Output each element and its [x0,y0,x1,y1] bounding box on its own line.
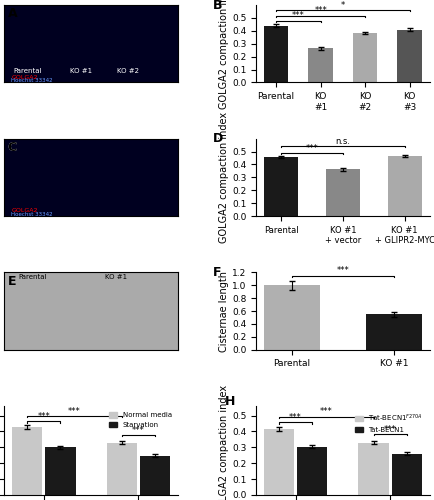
Text: H: H [225,396,235,408]
Y-axis label: GOLGA2 compaction index: GOLGA2 compaction index [219,0,229,110]
Bar [264,26,289,82]
Y-axis label: Cisternae length: Cisternae length [219,270,229,351]
Bar [45,448,76,495]
Text: ***: *** [132,426,145,434]
Text: ***: *** [306,144,318,153]
Bar [326,170,360,216]
Text: KO #1: KO #1 [70,68,92,74]
Text: Parental: Parental [13,68,42,74]
Text: GOLGA2: GOLGA2 [11,208,38,213]
Text: Hoechst 33342: Hoechst 33342 [11,212,53,217]
Bar [140,456,170,495]
Bar [353,33,377,82]
Text: B: B [213,0,222,12]
Text: ***: *** [37,412,50,421]
Bar [358,442,389,495]
Bar [107,442,137,495]
Bar [397,30,422,82]
Text: ***: *** [336,266,349,275]
Text: C: C [8,141,17,154]
Bar [388,156,422,216]
Legend: Normal media, Starvation: Normal media, Starvation [106,410,174,430]
Text: C: C [8,141,17,154]
Bar [309,48,333,82]
Text: KO #1: KO #1 [105,274,127,280]
Bar [366,314,422,350]
Text: F: F [213,266,221,279]
Text: ***: *** [289,414,302,422]
Text: ***: *** [68,406,81,416]
Text: A: A [8,8,17,20]
Text: ***: *** [292,12,305,20]
Text: KO #2: KO #2 [117,68,139,74]
Text: *: * [341,0,345,10]
Text: E: E [8,274,16,287]
Text: ***: *** [320,408,333,416]
Bar [391,454,422,495]
Y-axis label: GOLGA2 compaction index: GOLGA2 compaction index [219,385,229,500]
Text: Hoechst 33342: Hoechst 33342 [11,78,53,84]
Bar [264,429,294,495]
Bar [12,426,43,495]
Bar [264,156,298,216]
Text: ***: *** [384,425,397,434]
Text: D: D [213,132,223,145]
Text: GOLGA2: GOLGA2 [11,74,38,80]
Bar [264,285,320,350]
Y-axis label: GOLGA2 compaction index: GOLGA2 compaction index [219,112,229,243]
Text: Parental: Parental [18,274,47,280]
Text: n.s.: n.s. [335,137,350,146]
Text: ***: *** [314,6,327,16]
Bar [297,446,327,495]
Legend: Tat-BECN1$^{F270A}$, Tat-BECN1: Tat-BECN1$^{F270A}$, Tat-BECN1 [352,410,426,436]
